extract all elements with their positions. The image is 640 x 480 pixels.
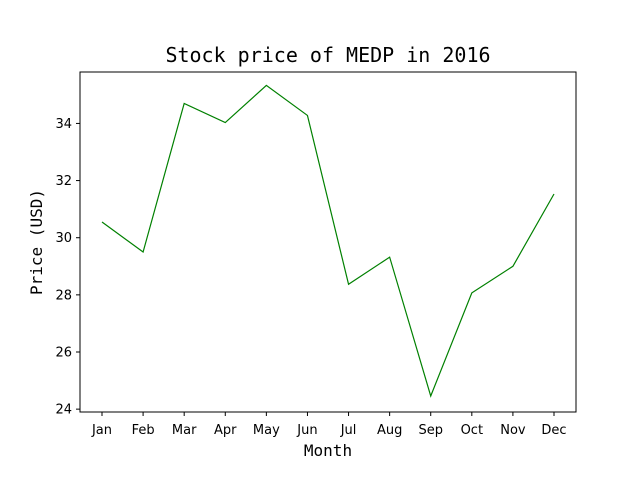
x-tick-label: Jul	[340, 423, 357, 438]
x-tick-label: Feb	[132, 423, 155, 438]
y-axis-label: Price (USD)	[27, 189, 46, 295]
x-axis-label: Month	[304, 441, 352, 460]
plot-area	[79, 71, 577, 413]
x-tick-label: Jan	[91, 423, 112, 438]
y-tick-label: 26	[55, 346, 72, 361]
y-tick-label: 24	[55, 403, 72, 418]
y-tick-label: 28	[55, 288, 72, 303]
x-tick-label: May	[253, 423, 280, 438]
x-axis: Jan Feb Mar Apr May Jun Jul Aug Sep Oct Nov Dec	[91, 412, 567, 438]
y-axis: 24 26 28 30 32 34	[55, 117, 80, 418]
chart-title: Stock price of MEDP in 2016	[165, 43, 490, 67]
y-tick-label: 30	[55, 231, 72, 246]
series-line-0	[101, 84, 555, 398]
x-tick-label: Mar	[172, 423, 197, 438]
x-tick-label: Dec	[541, 423, 566, 438]
y-tick-label: 32	[55, 174, 72, 189]
x-tick-label: Nov	[500, 423, 526, 438]
x-tick-label: Oct	[461, 423, 483, 438]
y-tick-label: 34	[55, 117, 72, 132]
x-tick-label: Jun	[296, 423, 317, 438]
series-group	[101, 84, 555, 398]
x-tick-label: Apr	[214, 423, 237, 438]
x-tick-label: Sep	[418, 423, 443, 438]
x-tick-label: Aug	[377, 423, 402, 438]
